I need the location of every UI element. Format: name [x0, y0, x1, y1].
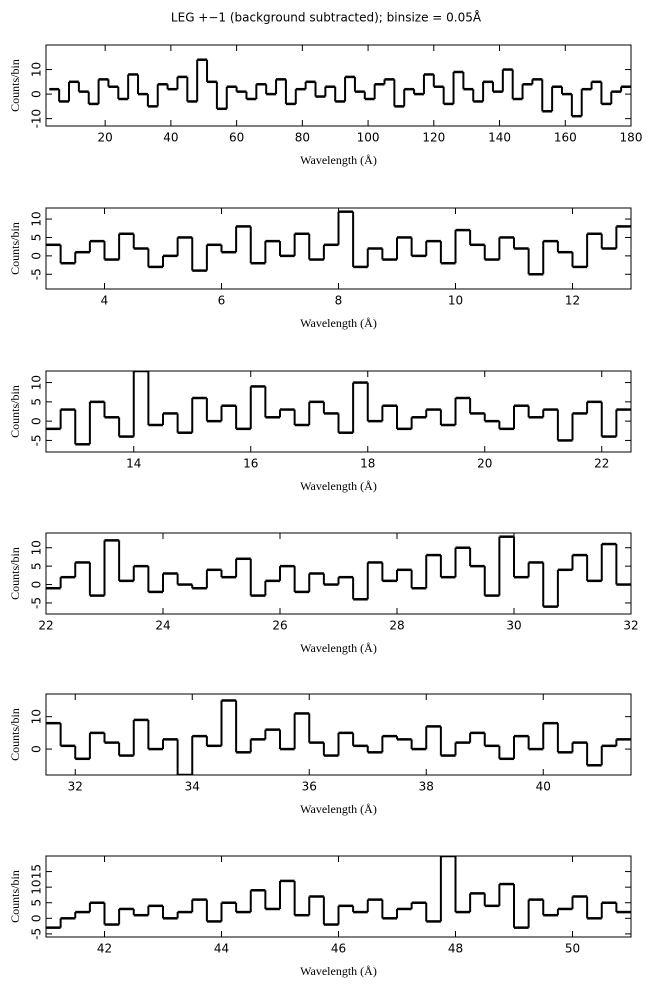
- y-tick-label: -10: [30, 109, 44, 129]
- frame: [45, 693, 632, 776]
- x-tick-label: 50: [565, 942, 580, 956]
- x-tick-label: 46: [331, 942, 346, 956]
- x-tick-label: 32: [68, 780, 83, 794]
- plot-area: [46, 856, 631, 929]
- x-tick-label: 160: [554, 131, 577, 145]
- x-tick-label: 180: [620, 131, 643, 145]
- plot-area: [46, 699, 631, 775]
- x-tick-label: 22: [38, 619, 53, 633]
- panel: 32 34 36 38 40 0 10 Wavelength (Å) Counts/bin: [8, 693, 632, 816]
- y-tick-label: 0: [30, 581, 44, 589]
- x-axis-label: Wavelength (Å): [300, 479, 377, 493]
- y-tick-label: 5: [30, 562, 44, 570]
- x-axis-label: Wavelength (Å): [300, 316, 377, 330]
- x-tick-label: 20: [477, 457, 492, 471]
- y-axis-label: Counts/bin: [8, 59, 22, 112]
- y-tick-label: -5: [30, 268, 44, 280]
- plot-area: [46, 210, 631, 276]
- x-tick-label: 40: [163, 131, 178, 145]
- plot-area: [46, 535, 631, 608]
- y-tick-label: 10: [30, 211, 44, 226]
- y-tick-label: -5: [30, 597, 44, 609]
- y-tick-label: 0: [30, 417, 44, 425]
- y-axis-label: Counts/bin: [8, 385, 22, 438]
- x-tick-label: 34: [185, 780, 200, 794]
- y-axis-label: Counts/bin: [8, 708, 22, 761]
- y-axis-label: Counts/bin: [8, 222, 22, 275]
- y-tick-label: 15: [30, 864, 44, 879]
- plot-area: [46, 371, 631, 446]
- y-tick-label: 0: [30, 745, 44, 753]
- x-tick-label: 32: [623, 619, 638, 633]
- x-tick-label: 14: [126, 457, 141, 471]
- y-tick-label: 10: [30, 880, 44, 895]
- frame: [45, 532, 632, 615]
- y-tick-label: 5: [30, 398, 44, 406]
- y-tick-label: -5: [30, 928, 44, 940]
- x-tick-label: 48: [448, 942, 463, 956]
- x-tick-label: 20: [98, 131, 113, 145]
- y-axis-label: Counts/bin: [8, 547, 22, 600]
- x-tick-label: 40: [536, 780, 551, 794]
- y-axis-label: Counts/bin: [8, 870, 22, 923]
- figure-title: LEG +−1 (background subtracted); binsize…: [171, 10, 482, 25]
- plot-area: [49, 58, 631, 118]
- panel: 22 24 26 28 30 32 -5 0 5 10 Wavelength (Å) Counts/b…: [8, 532, 639, 655]
- x-tick-label: 44: [214, 942, 229, 956]
- x-tick-label: 140: [488, 131, 511, 145]
- x-axis-label: Wavelength (Å): [300, 964, 377, 978]
- x-tick-label: 38: [419, 780, 434, 794]
- x-tick-label: 22: [594, 457, 609, 471]
- x-tick-label: 80: [295, 131, 310, 145]
- frame: [45, 370, 632, 453]
- x-tick-label: 8: [335, 294, 343, 308]
- y-tick-label: 0: [30, 252, 44, 260]
- panel: 4 6 8 10 12 -5 0 5 10 Wavelength (Å) Counts/bin: [8, 207, 632, 330]
- x-tick-label: 12: [565, 294, 580, 308]
- y-tick-label: 10: [30, 62, 44, 77]
- panel: 14 16 18 20 22 -5 0 5 10 Wavelength (Å) Counts/bin: [8, 370, 632, 493]
- x-axis-label: Wavelength (Å): [300, 153, 377, 167]
- x-tick-label: 10: [448, 294, 463, 308]
- x-tick-label: 120: [422, 131, 445, 145]
- y-tick-label: 0: [30, 90, 44, 98]
- x-tick-label: 42: [97, 942, 112, 956]
- x-tick-label: 36: [302, 780, 317, 794]
- x-tick-label: 24: [155, 619, 170, 633]
- x-tick-label: 28: [389, 619, 404, 633]
- y-tick-label: 0: [30, 914, 44, 922]
- x-tick-label: 18: [360, 457, 375, 471]
- x-tick-label: 100: [357, 131, 380, 145]
- frame: [45, 44, 632, 127]
- x-axis-label: Wavelength (Å): [300, 641, 377, 655]
- x-axis-label: Wavelength (Å): [300, 802, 377, 816]
- y-tick-label: 10: [30, 709, 44, 724]
- x-tick-label: 6: [218, 294, 226, 308]
- y-tick-label: 10: [30, 375, 44, 390]
- x-tick-label: 16: [243, 457, 258, 471]
- x-tick-label: 60: [229, 131, 244, 145]
- y-tick-label: -5: [30, 434, 44, 446]
- y-tick-label: 5: [30, 234, 44, 242]
- x-tick-label: 4: [101, 294, 109, 308]
- panel: 20 40 60 80 100 120 140 160 180 -10 0 10 Wavelength …: [8, 44, 643, 167]
- x-tick-label: 26: [272, 619, 287, 633]
- y-tick-label: 5: [30, 899, 44, 907]
- x-tick-label: 30: [506, 619, 521, 633]
- y-tick-label: 10: [30, 540, 44, 555]
